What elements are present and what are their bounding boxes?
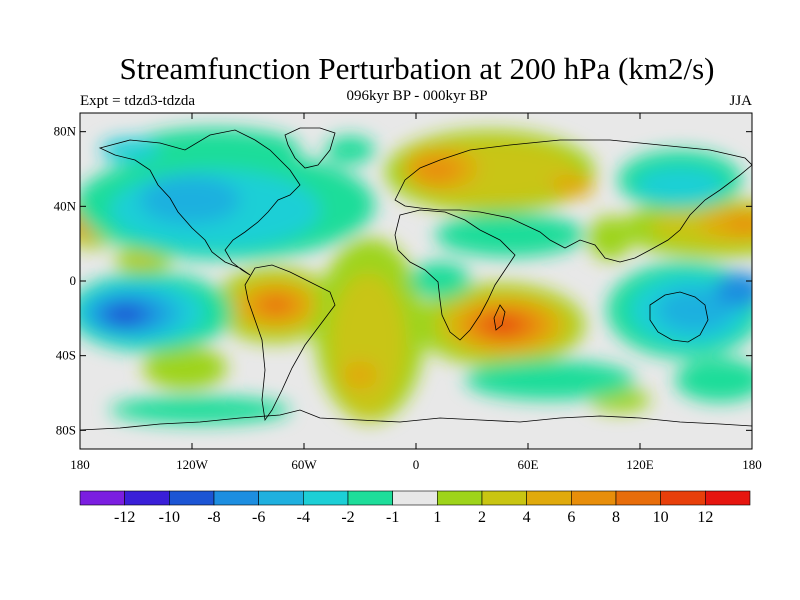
lon-tick-label: 0 (413, 457, 420, 472)
colorbar-label: -4 (297, 509, 310, 526)
colorbar-swatch (347, 490, 393, 506)
coastline-madagascar (493, 304, 506, 331)
field-region-positive (264, 298, 288, 312)
colorbar-swatch (392, 490, 438, 506)
colorbar-swatch (303, 490, 349, 506)
colorbar-swatch (615, 490, 661, 506)
colorbar-label: 1 (433, 509, 441, 526)
field-region-negative (110, 396, 290, 424)
coastline-australia (649, 291, 709, 343)
colorbar-swatch (705, 490, 751, 506)
experiment-label: Expt = tdzd3-tdzda (80, 93, 196, 109)
colorbar-swatch (660, 490, 706, 506)
field-region-negative (130, 128, 300, 168)
field-region-negative (325, 136, 375, 164)
coastlines (80, 127, 752, 431)
season-label: JJA (729, 93, 752, 109)
field-region-positive (143, 346, 227, 390)
coastline-north-america (98, 129, 301, 276)
axis-ticks: 80N 40N 0 40S 80S 180 120W 60W 0 60E 120E 180 (54, 113, 762, 472)
lat-tick-label: 40N (54, 198, 77, 213)
field-region-positive (727, 216, 752, 232)
field-region-negative (105, 305, 145, 325)
colorbar-swatch (571, 490, 617, 506)
field-region-negative (675, 358, 752, 402)
field-layer (80, 128, 752, 424)
lat-tick-label: 0 (70, 273, 77, 288)
colorbar-swatch (526, 490, 572, 506)
field-region-negative (657, 288, 733, 332)
colorbar-swatch (258, 490, 304, 506)
lon-tick-label: 180 (70, 457, 90, 472)
coastline-south-america (244, 264, 336, 422)
chart-subtitle: 096kyr BP - 000kyr BP (346, 88, 488, 104)
field-region-positive (588, 216, 632, 260)
field-region-negative (435, 213, 585, 257)
colorbar-label: -10 (159, 509, 180, 526)
colorbar-label: 12 (697, 509, 713, 526)
colorbar-swatch (437, 490, 483, 506)
colorbar-label: -12 (114, 509, 135, 526)
field-region-negative (410, 262, 470, 298)
chart-title: Streamfunction Perturbation at 200 hPa (… (119, 51, 715, 86)
field-region-negative (140, 176, 240, 224)
field-region-positive (342, 361, 378, 389)
coastline-antarctica (80, 409, 752, 431)
colorbar-swatch (213, 490, 259, 506)
colorbar-label: -1 (386, 509, 399, 526)
lat-tick-label: 80N (54, 124, 77, 139)
lon-tick-label: 120W (176, 457, 209, 472)
lat-tick-label: 40S (56, 348, 76, 363)
lon-tick-label: 120E (626, 457, 654, 472)
colorbar: -12 -10 -8 -6 -4 -2 -1 1 2 4 6 8 10 12 (79, 490, 751, 526)
map-plot-area: 80N 40N 0 40S 80S 180 120W 60W 0 60E 120E 180 (54, 112, 762, 472)
colorbar-swatch (169, 490, 215, 506)
field-region-negative (465, 360, 635, 400)
coastline-eurasia (394, 139, 752, 263)
field-region-negative (715, 272, 752, 308)
colorbar-label: 6 (567, 509, 575, 526)
lon-tick-label: 60E (518, 457, 539, 472)
lon-tick-label: 180 (742, 457, 762, 472)
colorbar-label: -8 (207, 509, 220, 526)
field-region-positive (415, 158, 459, 182)
colorbar-label: -2 (341, 509, 354, 526)
field-region-positive (128, 253, 158, 267)
coastline-greenland (284, 127, 336, 169)
colorbar-label: 10 (653, 509, 669, 526)
field-region-negative (635, 167, 725, 203)
colorbar-swatch (79, 490, 125, 506)
lon-tick-label: 60W (291, 457, 317, 472)
coastline-africa (394, 209, 516, 341)
field-region-positive (550, 174, 594, 198)
colorbar-label: -6 (252, 509, 265, 526)
colorbar-label: 2 (478, 509, 486, 526)
lat-tick-label: 80S (56, 422, 76, 437)
field-region-positive (330, 273, 406, 417)
colorbar-label: 8 (612, 509, 620, 526)
colorbar-swatch (124, 490, 170, 506)
colorbar-swatch (481, 490, 527, 506)
colorbar-label: 4 (523, 509, 531, 526)
